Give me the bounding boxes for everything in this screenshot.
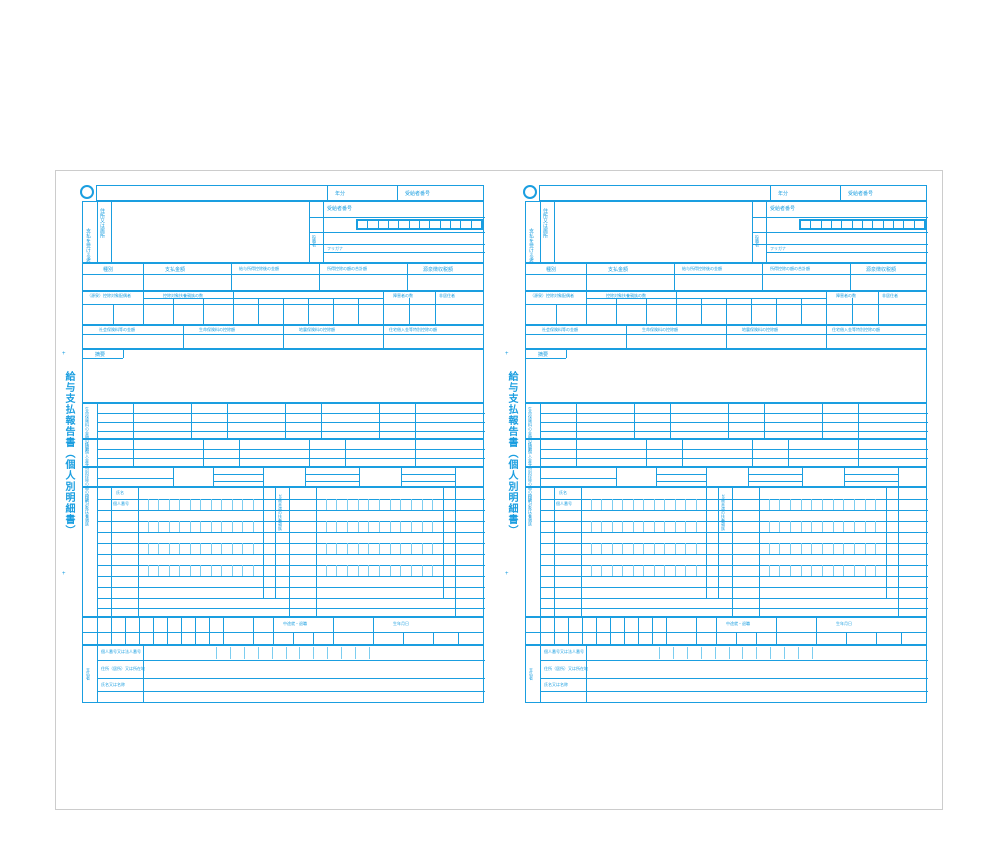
label-address: 住所又は居所 <box>99 208 106 238</box>
form-body-r: 年分 受給者番号 支払を受ける者 住所又は居所 受給者番号 <box>525 185 928 799</box>
mynumber-boxes-r <box>799 219 926 230</box>
label-gensen: 源泉徴収税額 <box>423 266 453 273</box>
checkbox-row-r: 中途就・退職 生年月日 <box>525 617 927 645</box>
tekiyo-box: 摘要 <box>82 349 484 403</box>
label-shimei-sub: 氏名 <box>116 490 124 496</box>
insurance-breakdown-r: 生命保険料の金額の内訳 <box>525 403 927 439</box>
label-shakai: 社会保険料等の金額 <box>99 327 135 333</box>
label-seimei: 生命保険料の控除額 <box>199 327 235 333</box>
recipient-block-r: 支払を受ける者 住所又は居所 受給者番号 役職名 フリガナ <box>525 201 927 263</box>
vertical-title-r: 給与支払報告書（個人別明細書） <box>505 371 519 536</box>
payer-block-r: 支払者 個人番号又は法人番号 住所（居所）又は所在地 氏名又は名称 <box>525 645 927 703</box>
label-fuyou1: 控除対象扶養親族 <box>84 494 90 526</box>
label-jusho-shiharai: 支払者 <box>85 668 91 680</box>
label-jishin: 地震保険料の控除額 <box>299 327 335 333</box>
label-haigusha: （源泉）控除対象配偶者 <box>87 293 131 299</box>
insurance-row: 社会保険料等の金額 生命保険料の控除額 地震保険料の控除額 住宅借入金等特別控除… <box>82 325 484 349</box>
recipient-block: 支払を受ける者 住所又は居所 受給者番号 役職名 フリガナ <box>82 201 484 263</box>
reg-mark-1: + <box>62 351 66 357</box>
vertical-title: 給与支払報告書（個人別明細書） <box>62 371 76 536</box>
header-row-1r: 年分 受給者番号 <box>539 185 927 201</box>
label-chuto: 中途就・退職 <box>283 621 307 627</box>
deductions-row: （源泉）控除対象配偶者 控除対象扶養親族の数 障害者の数 非居住者 <box>82 291 484 325</box>
housing-loan-r: 住宅借入金等特別控除の額の内訳 <box>525 439 927 467</box>
header-row-1: 年分 受給者番号 <box>96 185 484 201</box>
checkbox-row: 中途就・退職 生年月日 <box>82 617 484 645</box>
label-seinengappi: 生年月日 <box>393 621 409 627</box>
dependents-grid-r: 控除対象扶養親族 16歳未満の扶養親族 氏名 個人番号 <box>525 487 927 617</box>
tekiyo-box-r: 摘要 <box>525 349 927 403</box>
reg-mark-2: + <box>62 571 66 577</box>
spouse-basic <box>82 467 484 487</box>
payment-summary-r: 種別 支払金額 給与所得控除後の金額 所得控除の額の合計額 源泉徴収税額 <box>525 263 927 291</box>
form-body: 年分 受給者番号 支払を受ける者 住所又は居所 受給者番号 <box>82 185 485 799</box>
mynumber-boxes <box>356 219 483 230</box>
label-submit: 受給者番号 <box>405 190 430 197</box>
dependents-grid: 控除対象扶養親族 16歳未満の扶養親族 氏名 個人番号 <box>82 487 484 617</box>
page-container: + + 給与支払報告書（個人別明細書） 年分 受給者番号 支払を受 <box>55 170 943 810</box>
label-yakushoku: 役職名 <box>311 235 317 247</box>
label-shotoku: 所得控除の額の合計額 <box>327 266 367 272</box>
insurance-row-r: 社会保険料等の金額 生命保険料の控除額 地震保険料の控除額 住宅借入金等特別控除… <box>525 325 927 349</box>
label-jushoshozaichi: 住所（居所）又は所在地 <box>101 666 145 672</box>
label-shiharai: 支払金額 <box>165 266 185 273</box>
label-recipient: 支払を受ける者 <box>85 228 92 263</box>
label-recipient-num: 受給者番号 <box>327 205 352 212</box>
label-kojin-sub: 個人番号 <box>113 501 129 507</box>
spouse-basic-r <box>525 467 927 487</box>
housing-loan: 住宅借入金等特別控除の額の内訳 <box>82 439 484 467</box>
reg-mark-2r: + <box>505 571 509 577</box>
label-fuyou2: 16歳未満の扶養親族 <box>277 494 283 530</box>
insurance-breakdown: 生命保険料の金額の内訳 <box>82 403 484 439</box>
label-shogai: 障害者の数 <box>393 293 413 299</box>
label-fuyou: 控除対象扶養親族の数 <box>163 293 203 299</box>
payer-block: 支払者 個人番号又は法人番号 住所（居所）又は所在地 氏名又は名称 <box>82 645 484 703</box>
label-hifuyou: 非居住者 <box>439 293 455 299</box>
punch-hole-r <box>523 185 537 199</box>
form-copy-right: + + 給与支払報告書（個人別明細書） 年分 受給者番号 支払を受ける者 住所又… <box>499 171 942 809</box>
label-kyuyo: 給与所得控除後の金額 <box>239 266 279 272</box>
label-shubetsu: 種別 <box>103 266 113 273</box>
deductions-row-r: （源泉）控除対象配偶者 控除対象扶養親族の数 障害者の数 非居住者 <box>525 291 927 325</box>
punch-hole <box>80 185 94 199</box>
payment-summary: 種別 支払金額 給与所得控除後の金額 所得控除の額の合計額 源泉徴収税額 <box>82 263 484 291</box>
label-shimeimeisho: 氏名又は名称 <box>101 682 125 688</box>
reg-mark-1r: + <box>505 351 509 357</box>
label-tekiyo: 摘要 <box>95 351 105 358</box>
form-copy-left: + + 給与支払報告書（個人別明細書） 年分 受給者番号 支払を受 <box>56 171 499 809</box>
label-kojinbangou: 個人番号又は法人番号 <box>101 649 141 655</box>
label-year: 年分 <box>335 190 345 197</box>
label-jutaku: 住宅借入金等特別控除の額 <box>389 327 437 333</box>
